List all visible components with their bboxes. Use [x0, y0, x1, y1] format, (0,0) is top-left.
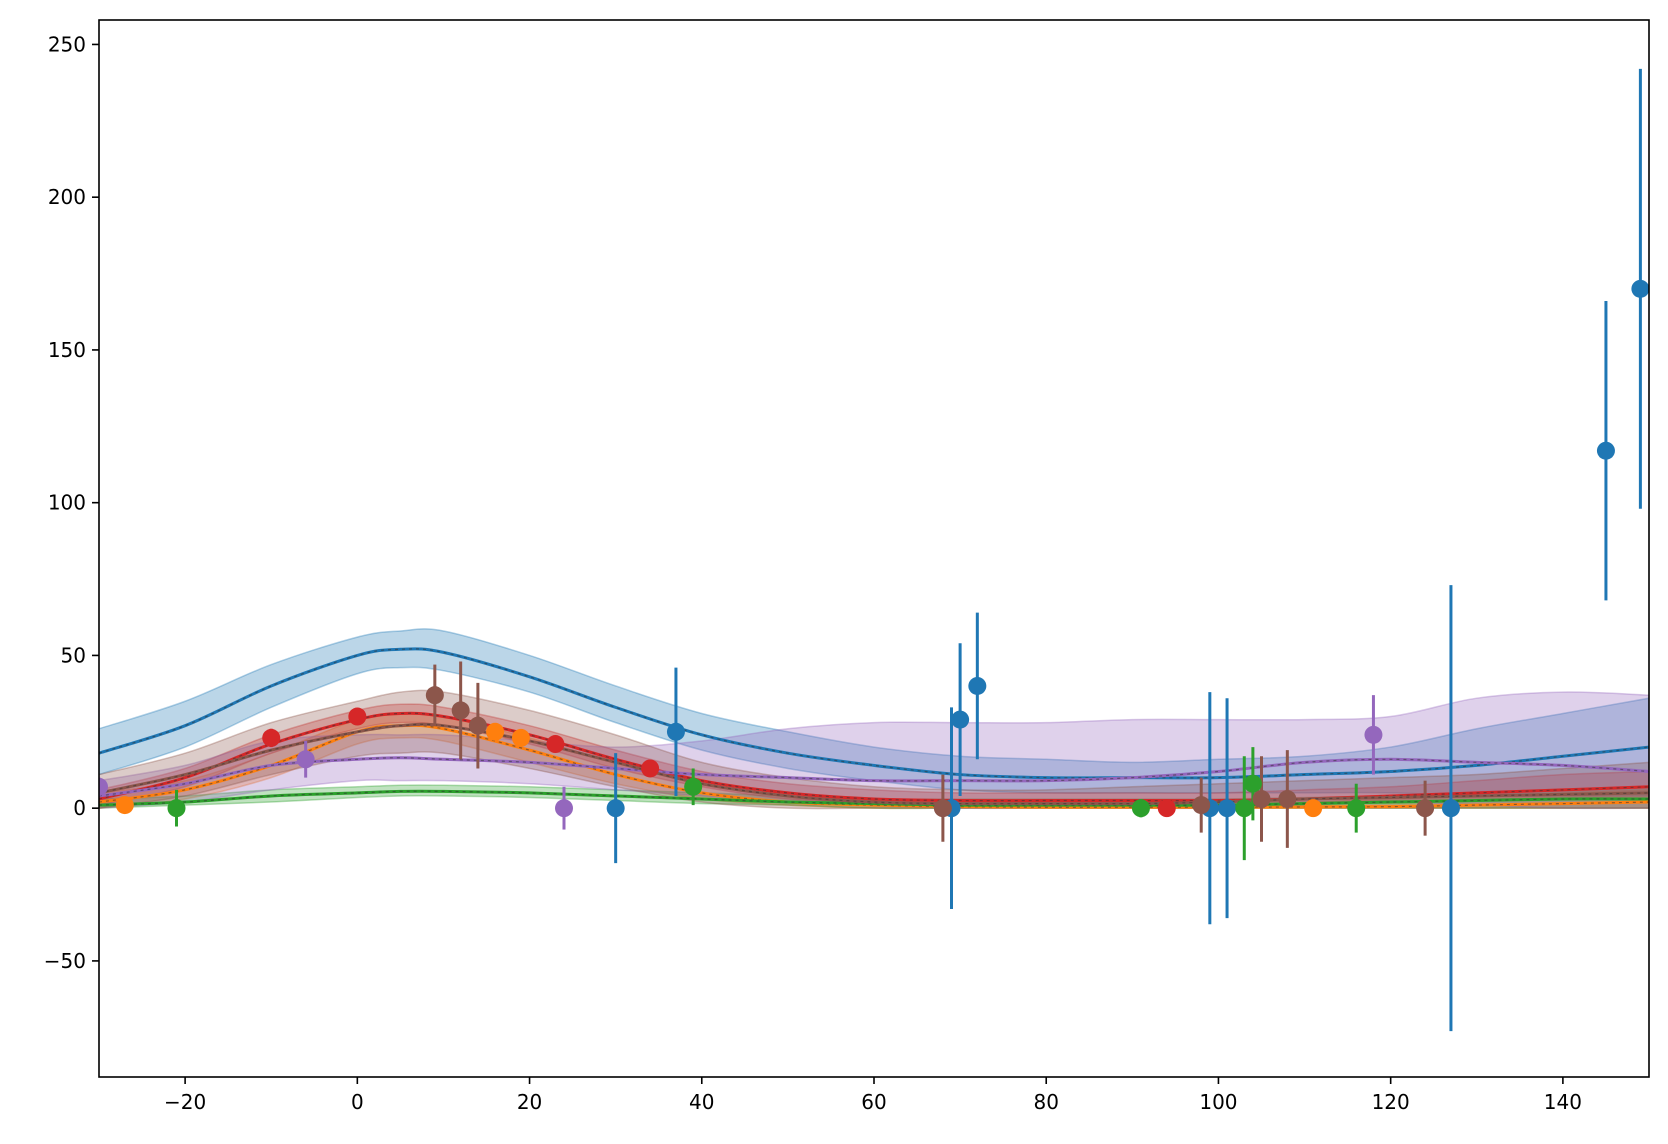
data-point — [641, 759, 660, 778]
data-point — [1596, 441, 1615, 460]
data-point — [1416, 799, 1435, 818]
data-point — [1192, 796, 1211, 815]
x-tick-label: 80 — [1033, 1090, 1058, 1114]
x-tick-label: −20 — [164, 1090, 206, 1114]
model-line-4 — [99, 756, 1649, 798]
y-tick-label: −50 — [44, 949, 86, 973]
y-tick-label: 0 — [73, 796, 86, 820]
data-point — [546, 735, 565, 754]
data-point — [951, 710, 970, 729]
data-point — [606, 799, 625, 818]
x-tick-label: 140 — [1544, 1090, 1582, 1114]
x-tick-label: 0 — [351, 1090, 364, 1114]
data-point — [425, 686, 444, 705]
data-point — [666, 722, 685, 741]
data-point — [1347, 799, 1366, 818]
data-point — [486, 722, 505, 741]
data-point — [115, 796, 134, 815]
x-tick-label: 100 — [1199, 1090, 1237, 1114]
data-point — [1218, 799, 1237, 818]
x-tick-label: 120 — [1372, 1090, 1410, 1114]
data-point — [348, 707, 367, 726]
data-point — [1235, 799, 1254, 818]
y-tick-label: 250 — [48, 32, 86, 56]
data-point — [99, 777, 108, 796]
data-point — [555, 799, 573, 818]
data-point — [1243, 774, 1262, 793]
data-point — [262, 728, 281, 747]
data-point — [1441, 799, 1460, 818]
model-mean-dotted-2 — [99, 790, 1649, 806]
x-tick-label: 60 — [861, 1090, 886, 1114]
data-point — [468, 716, 487, 735]
confidence-band-5 — [99, 689, 1649, 810]
y-tick-label: 50 — [61, 643, 86, 667]
data-point — [1131, 799, 1150, 818]
data-point — [1631, 279, 1649, 298]
data-point — [1252, 790, 1271, 809]
model-mean-dotted-0 — [99, 648, 1649, 779]
data-point — [296, 750, 315, 769]
data-point — [933, 799, 952, 818]
data-point — [167, 799, 186, 818]
y-tick-label: 200 — [48, 185, 86, 209]
x-tick-label: 40 — [689, 1090, 714, 1114]
data-point — [968, 676, 987, 695]
data-point — [684, 777, 703, 796]
data-point — [1278, 790, 1297, 809]
x-axis: −20 0 20 40 60 80 100 120 140 — [164, 1077, 1582, 1114]
model-mean-dotted-5 — [99, 723, 1649, 805]
data-point — [1364, 725, 1383, 744]
data-point — [1157, 799, 1176, 818]
data-point — [451, 701, 470, 720]
data-point — [511, 728, 530, 747]
y-axis: −50 0 50 100 150 200 250 — [44, 32, 99, 973]
x-tick-label: 20 — [517, 1090, 542, 1114]
y-tick-label: 100 — [48, 491, 86, 515]
confidence-band-0 — [99, 628, 1649, 797]
data-point — [1304, 799, 1323, 818]
y-tick-label: 150 — [48, 338, 86, 362]
data-points — [99, 279, 1649, 818]
